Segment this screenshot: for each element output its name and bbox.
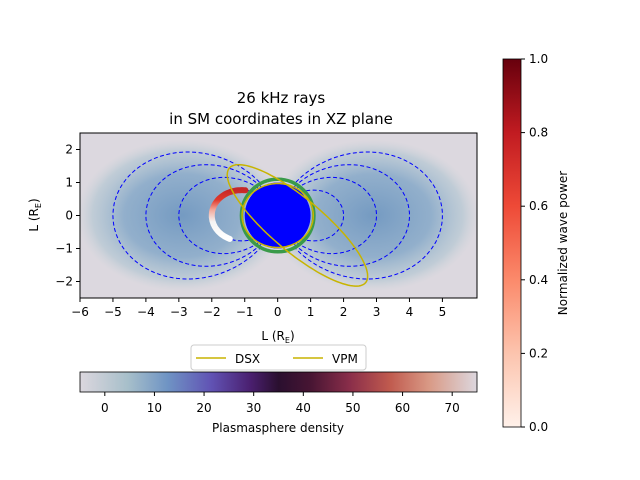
ray-path — [208, 187, 249, 242]
y-tick-label: −1 — [55, 242, 73, 256]
legend: DSX VPM — [190, 344, 367, 371]
y-tick-label: 2 — [65, 143, 73, 157]
density-tick-label: 50 — [345, 401, 360, 415]
field-line-L3-left — [178, 176, 259, 255]
field-line-L5-left — [112, 151, 263, 280]
wave-power-colorbar — [502, 58, 522, 428]
x-tick-label: 1 — [307, 305, 315, 319]
x-tick-label: −5 — [104, 305, 122, 319]
y-tick-label: −2 — [55, 275, 73, 289]
x-tick-label: −2 — [203, 305, 221, 319]
orbit-dsx — [226, 163, 369, 287]
power-tick-label: 0.4 — [529, 273, 548, 287]
density-tick-label: 70 — [445, 401, 460, 415]
density-tick-label: 30 — [246, 401, 261, 415]
wave-power-colorbar-ticks: 0.0 0.2 0.4 0.6 0.8 1.0 — [521, 52, 548, 434]
x-tick-label: 3 — [373, 305, 381, 319]
field-line-L2-right — [300, 189, 345, 242]
y-tick-label: 0 — [65, 209, 73, 223]
y-axis-label: L (RE) — [27, 198, 43, 231]
plasmasphere-lobes — [80, 139, 477, 292]
x-tick-label: −3 — [170, 305, 188, 319]
density-tick-label: 60 — [395, 401, 410, 415]
field-lines — [112, 151, 443, 280]
density-lobe-right — [267, 139, 477, 292]
power-tick-label: 0.8 — [529, 126, 548, 140]
density-lobe-left — [80, 139, 288, 292]
chart-title-line-1: 26 kHz rays — [237, 89, 326, 107]
density-tick-label: 10 — [147, 401, 162, 415]
x-tick-label: −1 — [236, 305, 254, 319]
orbits — [226, 163, 369, 287]
x-tick-label: −6 — [71, 305, 89, 319]
orbit-vpm — [241, 182, 315, 249]
wave-power-colorbar-label: Normalized wave power — [556, 171, 570, 315]
x-tick-label: −4 — [137, 305, 155, 319]
x-tick-label: 4 — [406, 305, 414, 319]
chart-title-line-2: in SM coordinates in XZ plane — [169, 110, 393, 128]
power-tick-label: 0.0 — [529, 420, 548, 434]
density-colorbar-label: Plasmasphere density — [212, 421, 344, 435]
x-tick-label: 2 — [340, 305, 348, 319]
field-line-L4-right — [293, 164, 411, 267]
density-colorbar-ticks: 0 10 20 30 40 50 60 70 — [101, 392, 460, 415]
ray-paths — [208, 187, 249, 242]
plot-area — [80, 133, 477, 298]
y-axis-ticks: −2 −1 0 1 2 — [55, 143, 80, 289]
density-colorbar — [79, 371, 478, 393]
density-tick-label: 0 — [101, 401, 109, 415]
power-tick-label: 1.0 — [529, 52, 548, 66]
earth-disk — [244, 182, 311, 249]
legend-label-dsx: DSX — [235, 352, 260, 366]
density-tick-label: 20 — [196, 401, 211, 415]
x-axis-label: L (RE) — [261, 329, 294, 345]
field-line-L4-left — [145, 164, 262, 267]
x-axis-ticks: −6 −5 −4 −3 −2 −1 0 1 2 3 4 5 — [71, 298, 446, 319]
y-tick-label: 1 — [65, 176, 73, 190]
x-tick-label: 5 — [439, 305, 447, 319]
legend-label-vpm: VPM — [332, 352, 358, 366]
field-line-L3-right — [296, 176, 378, 255]
legend-box — [190, 344, 367, 371]
x-tick-label: 0 — [274, 305, 282, 319]
power-tick-label: 0.6 — [529, 199, 548, 213]
field-line-L5-right — [293, 151, 443, 280]
density-tick-label: 40 — [296, 401, 311, 415]
power-tick-label: 0.2 — [529, 346, 548, 360]
earth — [239, 177, 316, 254]
